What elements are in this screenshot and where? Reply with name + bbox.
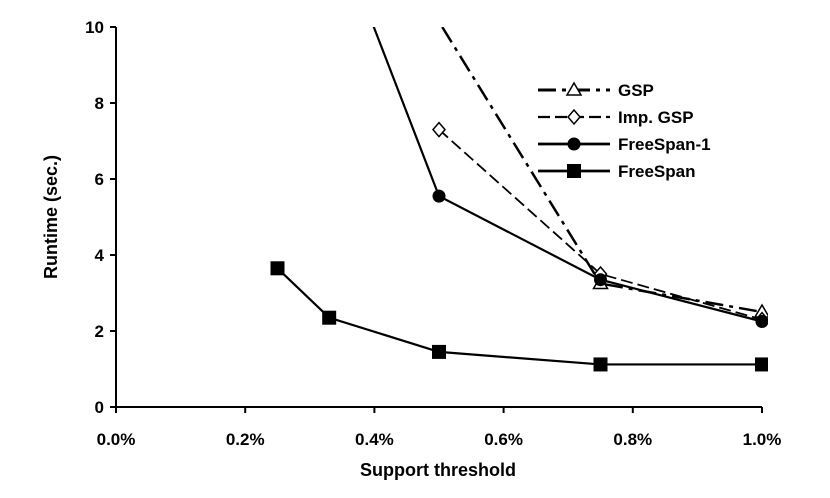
x-tick-label: 0.6% xyxy=(484,430,523,449)
legend-label-freespan: FreeSpan xyxy=(618,162,695,181)
x-axis-title: Support threshold xyxy=(360,460,516,480)
data-point-freespan-1 xyxy=(432,189,446,203)
data-point-imp-gsp xyxy=(432,121,446,138)
series-line-freespan xyxy=(276,267,762,366)
series-line-imp-gsp xyxy=(438,128,763,321)
series-freespan xyxy=(270,261,768,372)
data-point-freespan xyxy=(322,310,337,325)
x-tick-label: 0.8% xyxy=(613,430,652,449)
data-point-freespan xyxy=(432,344,446,359)
data-point-freespan xyxy=(755,357,768,372)
y-tick-label: 6 xyxy=(95,170,104,189)
series-layer xyxy=(270,27,768,372)
series-freespan-1 xyxy=(372,27,768,328)
series-imp-gsp xyxy=(432,121,768,328)
data-point-freespan-1 xyxy=(755,315,768,328)
data-point-freespan-1 xyxy=(594,273,607,287)
data-point-freespan xyxy=(593,357,608,372)
legend-label-gsp: GSP xyxy=(618,81,654,100)
y-tick-label: 8 xyxy=(95,94,104,113)
legend-marker-imp-gsp xyxy=(567,108,581,126)
y-tick-label: 10 xyxy=(85,18,104,37)
legend-marker-gsp xyxy=(565,81,583,96)
legend-marker-freespan-1 xyxy=(567,137,581,151)
legend-label-imp-gsp: Imp. GSP xyxy=(618,108,694,127)
legend-label-freespan-1: FreeSpan-1 xyxy=(618,135,711,154)
axes: 0 2 4 6 8 10 0.0% 0.2% 0.4% 0.6% 0.8% 1.0% xyxy=(85,18,781,449)
series-line-freespan-1 xyxy=(372,27,763,323)
y-tick-label: 0 xyxy=(95,398,104,417)
y-tick-label: 4 xyxy=(95,246,105,265)
data-point-freespan xyxy=(270,261,285,276)
x-tick-label: 0.4% xyxy=(355,430,394,449)
y-tick-label: 2 xyxy=(95,322,104,341)
x-tick-label: 1.0% xyxy=(743,430,782,449)
x-tick-label: 0.0% xyxy=(97,430,136,449)
x-tick-label: 0.2% xyxy=(226,430,265,449)
y-axis-title: Runtime (sec.) xyxy=(41,155,61,279)
legend-marker-freespan xyxy=(567,164,581,178)
legend: GSP Imp. GSP FreeSpan-1 FreeSpan xyxy=(538,81,711,181)
series-line-gsp xyxy=(441,27,763,314)
